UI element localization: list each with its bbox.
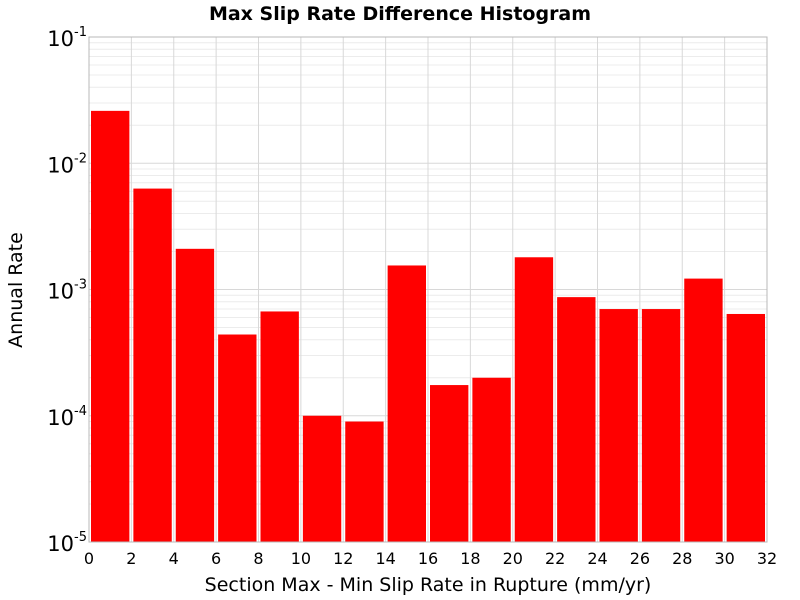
y-tick-label: 10-4 (47, 404, 87, 430)
y-tick-label: 10-3 (47, 278, 87, 304)
x-tick-label: 18 (460, 549, 480, 568)
x-tick-label: 26 (630, 549, 650, 568)
x-tick-label: 20 (503, 549, 523, 568)
x-tick-label: 2 (126, 549, 136, 568)
histogram-bar (302, 415, 342, 542)
histogram-bar (218, 334, 257, 542)
x-tick-label: 22 (545, 549, 565, 568)
histogram-bar (726, 313, 765, 542)
histogram-bar (684, 278, 723, 542)
x-tick-label: 6 (211, 549, 221, 568)
histogram-bar (175, 248, 215, 542)
x-tick-label: 4 (169, 549, 179, 568)
x-tick-label: 12 (333, 549, 353, 568)
plot-border (88, 36, 768, 543)
histogram-bar (260, 311, 299, 542)
histogram-bar (557, 297, 596, 542)
x-tick-label: 10 (291, 549, 311, 568)
histogram-bar (514, 257, 554, 542)
x-tick-label: 32 (757, 549, 777, 568)
histogram-bar (641, 309, 681, 542)
y-axis-ticks: 10-1 10-2 10-3 10-4 10-5 (47, 25, 87, 556)
x-tick-label: 28 (672, 549, 692, 568)
y-tick-label: 10-2 (47, 151, 87, 177)
histogram-bar (387, 265, 426, 542)
x-axis-ticks: 0 2 4 6 8 10 12 14 16 18 20 22 24 26 28 30 32 (84, 549, 777, 568)
y-tick-label: 10-1 (47, 25, 87, 51)
histogram-bar (345, 421, 384, 542)
x-tick-label: 16 (418, 549, 438, 568)
x-tick-label: 30 (714, 549, 734, 568)
x-tick-label: 24 (587, 549, 607, 568)
y-tick-label: 10-5 (47, 530, 87, 556)
y-axis-label: Annual Rate (5, 232, 27, 348)
x-tick-label: 14 (375, 549, 395, 568)
histogram-bar (599, 309, 638, 542)
histogram-bar (430, 385, 469, 542)
bars (91, 110, 765, 542)
histogram-bar (91, 110, 130, 542)
x-tick-label: 0 (84, 549, 94, 568)
histogram-bar (133, 188, 172, 542)
chart-title: Max Slip Rate Difference Histogram (209, 3, 591, 25)
histogram-bar (472, 377, 511, 542)
x-tick-label: 8 (253, 549, 263, 568)
x-axis-label: Section Max - Min Slip Rate in Rupture (… (205, 574, 652, 596)
